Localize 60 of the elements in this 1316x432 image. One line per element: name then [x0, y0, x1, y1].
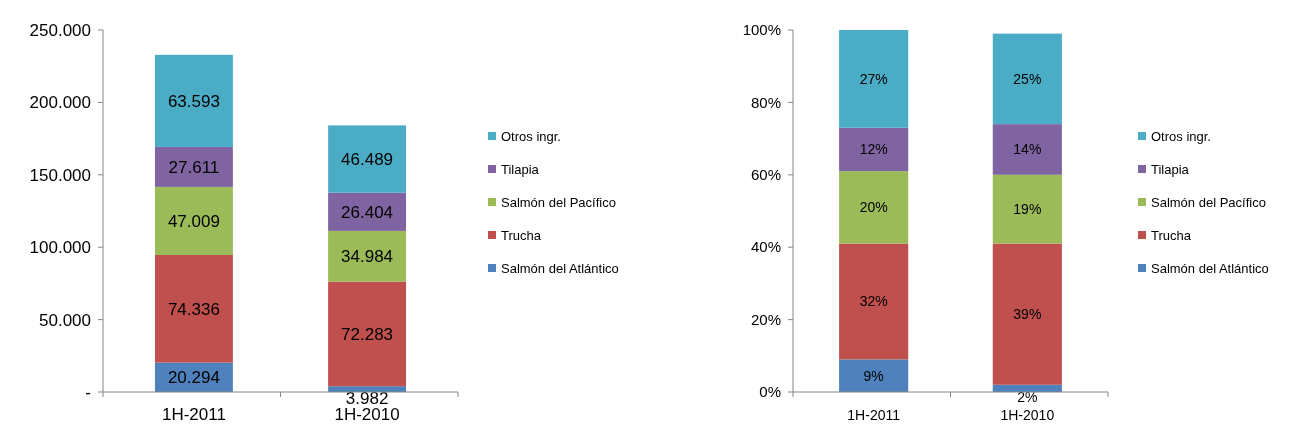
y-tick-label: 100%: [742, 21, 781, 39]
bar: [328, 281, 407, 387]
bar: [992, 33, 1062, 125]
bar: [328, 125, 407, 193]
data-label: 14%: [1013, 141, 1042, 158]
y-tick-label: 40%: [750, 238, 781, 256]
bar: [154, 54, 233, 147]
legend-label: Trucha: [1151, 227, 1192, 243]
bar: [992, 174, 1062, 244]
x-tick-label: 1H-2011: [847, 407, 901, 423]
legend-label: Trucha: [501, 227, 542, 243]
bar: [839, 30, 909, 128]
legend-label: Tilapia: [501, 161, 540, 177]
legend-label: Otros ingr.: [501, 128, 561, 144]
bar: [992, 124, 1062, 175]
data-label: 46.489: [341, 149, 394, 169]
legend-label: Salmón del Pacífico: [501, 194, 616, 210]
data-label: 47.009: [167, 211, 220, 231]
y-tick-label: 0%: [759, 383, 781, 401]
legend-label: Salmón del Atlántico: [1151, 260, 1269, 276]
legend-label: Salmón del Atlántico: [501, 260, 619, 276]
y-tick-label: 50.000: [39, 310, 91, 330]
data-label: 27%: [859, 70, 888, 87]
bar: [328, 230, 407, 282]
data-label: 27.611: [168, 157, 220, 177]
data-label: 12%: [859, 141, 888, 158]
y-tick-label: -: [85, 382, 91, 402]
legend-label: Salmón del Pacífico: [1151, 194, 1266, 210]
data-label: 63.593: [167, 91, 220, 111]
data-label: 74.336: [167, 299, 220, 319]
y-tick-label: 80%: [750, 93, 781, 111]
legend-label: Otros ingr.: [1151, 128, 1211, 144]
bar: [839, 359, 909, 392]
data-label: 2%: [1017, 389, 1038, 406]
legend-label: Tilapia: [1151, 161, 1190, 177]
data-label: 72.283: [341, 324, 394, 344]
bar: [154, 254, 233, 363]
y-tick-label: 100.000: [29, 238, 91, 258]
bar: [154, 146, 233, 187]
bar: [839, 243, 909, 360]
bar: [839, 127, 909, 172]
bar: [154, 186, 233, 255]
y-tick-label: 60%: [750, 166, 781, 184]
data-label: 32%: [859, 293, 888, 310]
bar: [992, 243, 1062, 385]
data-label: 9%: [863, 367, 884, 384]
data-label: 25%: [1013, 70, 1042, 87]
data-label: 34.984: [341, 247, 394, 267]
y-tick-label: 150.000: [29, 165, 91, 185]
x-tick-label: 1H-2010: [1000, 407, 1055, 423]
data-label: 19%: [1013, 201, 1042, 218]
bar: [839, 171, 909, 244]
x-tick-label: 1H-2011: [161, 405, 226, 424]
y-tick-label: 250.000: [29, 20, 91, 40]
data-label: 26.404: [341, 202, 394, 222]
y-tick-label: 20%: [750, 310, 781, 328]
data-label: 20.294: [167, 368, 220, 388]
data-label: 20%: [859, 199, 888, 216]
data-label: 39%: [1013, 306, 1042, 323]
y-tick-label: 200.000: [29, 93, 91, 113]
